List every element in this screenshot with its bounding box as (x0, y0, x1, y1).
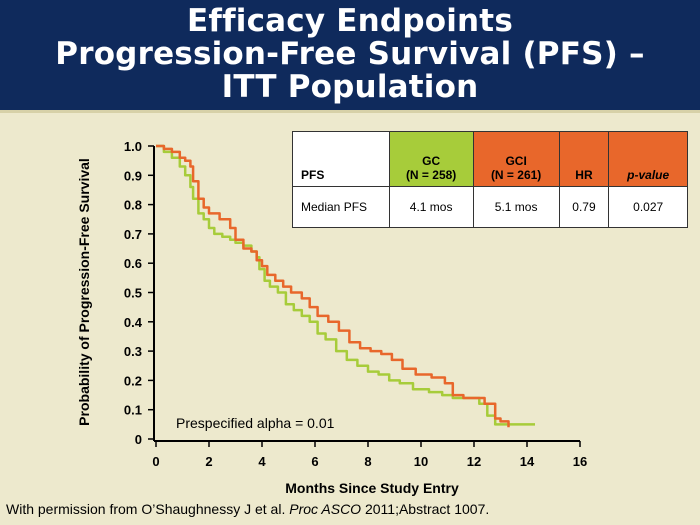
x-tick-label: 0 (152, 454, 159, 469)
prespecified-alpha-annotation: Prespecified alpha = 0.01 (176, 415, 335, 431)
series-line-gci (156, 144, 510, 428)
table-header-row: PFS GC (N = 258) GCI (N = 261) HR p-valu… (292, 131, 688, 187)
series-line-gc (156, 144, 535, 426)
slide-title-line-3: ITT Population (221, 69, 479, 105)
y-tick-label: 0.1 (124, 403, 142, 418)
x-tick-label: 4 (258, 454, 266, 469)
header-pvalue-text: p-value (627, 168, 670, 182)
row-pvalue-value: 0.027 (608, 186, 688, 228)
header-gc-label: GC (422, 154, 441, 168)
y-tick-label: 0.2 (124, 373, 142, 388)
header-gci: GCI (N = 261) (472, 131, 560, 187)
header-gci-label: GCI (505, 154, 527, 168)
y-tick-label: 0.3 (124, 344, 142, 359)
y-axis-label: Probability of Progression-Free Survival (76, 158, 92, 426)
slide-title-line-1: Efficacy Endpoints (187, 3, 513, 39)
citation-prefix: With permission from O’Shaughnessy J et … (6, 501, 290, 517)
y-tick-label: 1.0 (124, 139, 142, 154)
series-layer (156, 144, 535, 428)
y-tick-label: 0.7 (124, 227, 142, 242)
y-tick-label: 0 (135, 432, 142, 447)
x-tick-label: 10 (414, 454, 428, 469)
header-hr: HR (558, 131, 610, 187)
y-tick-label: 0.5 (124, 286, 142, 301)
y-tick-label: 0.4 (124, 315, 143, 330)
row-hr-value: 0.79 (558, 186, 610, 228)
x-tick-label: 14 (520, 454, 535, 469)
axes: 0 0.1 0.2 0.3 0.4 0.5 0.6 0.7 0.8 0.9 1.0 0 2 4 6 8 10 12… (124, 139, 587, 469)
pfs-summary-table: PFS GC (N = 258) GCI (N = 261) HR p-valu… (292, 131, 688, 228)
slide-header: Efficacy Endpoints Progression-Free Surv… (0, 0, 700, 110)
x-tick-label: 16 (573, 454, 587, 469)
header-gci-n: (N = 261) (490, 168, 542, 182)
y-tick-label: 0.6 (124, 256, 142, 271)
row-gc-value: 4.1 mos (388, 186, 474, 228)
row-label: Median PFS (292, 186, 390, 228)
header-pfs: PFS (292, 131, 390, 187)
slide-title-line-2: Progression-Free Survival (PFS) – (55, 36, 645, 72)
citation: With permission from O’Shaughnessy J et … (6, 501, 489, 517)
x-tick-label: 12 (467, 454, 481, 469)
x-tick-label: 8 (364, 454, 371, 469)
x-tick-label: 6 (311, 454, 318, 469)
y-tick-label: 0.9 (124, 168, 142, 183)
row-gci-value: 5.1 mos (472, 186, 560, 228)
header-gc: GC (N = 258) (388, 131, 474, 187)
citation-suffix: 2011;Abstract 1007. (361, 501, 490, 517)
table-row: Median PFS 4.1 mos 5.1 mos 0.79 0.027 (292, 186, 688, 228)
x-tick-label: 2 (205, 454, 212, 469)
header-gc-n: (N = 258) (405, 168, 457, 182)
x-axis-label: Months Since Study Entry (285, 480, 459, 496)
header-divider (0, 110, 700, 113)
y-tick-label: 0.8 (124, 198, 142, 213)
citation-journal: Proc ASCO (289, 501, 362, 517)
header-pvalue: p-value (608, 131, 688, 187)
